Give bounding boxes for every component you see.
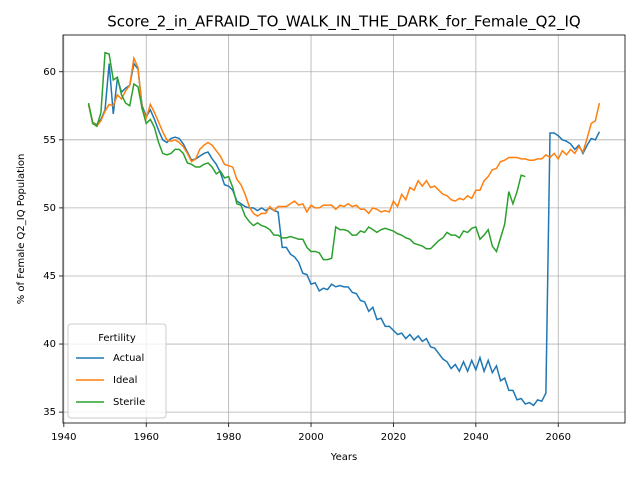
y-tick-label: 40 xyxy=(43,339,56,350)
y-tick-label: 50 xyxy=(43,203,56,214)
series-line xyxy=(87,61,601,407)
plot-frame xyxy=(62,34,626,424)
legend-label: Ideal xyxy=(113,375,137,386)
y-tick-label: 45 xyxy=(43,271,56,282)
series-line xyxy=(87,55,601,217)
legend-title: Fertility xyxy=(98,333,136,344)
legend-label: Sterile xyxy=(113,397,145,408)
x-tick-label: 2000 xyxy=(298,432,323,443)
y-axis-label: % of Female Q2_IQ Population xyxy=(16,154,27,305)
legend-label: Actual xyxy=(113,353,144,364)
y-tick-label: 55 xyxy=(43,135,56,146)
x-tick-label: 1960 xyxy=(134,432,159,443)
y-tick-label: 60 xyxy=(43,67,56,78)
legend-box xyxy=(67,323,167,419)
chart-title: Score_2_in_AFRAID_TO_WALK_IN_THE_DARK_fo… xyxy=(107,13,580,32)
y-tick-label: 35 xyxy=(43,407,56,418)
x-tick-label: 2060 xyxy=(546,432,571,443)
x-tick-label: 1980 xyxy=(216,432,241,443)
x-tick-label: 2040 xyxy=(463,432,488,443)
legend: Fertility Actual Ideal Sterile xyxy=(67,323,167,419)
series-line xyxy=(87,51,526,261)
x-tick-label: 2020 xyxy=(381,432,406,443)
x-tick-label: 1940 xyxy=(51,432,76,443)
x-axis-label: Years xyxy=(330,452,357,463)
